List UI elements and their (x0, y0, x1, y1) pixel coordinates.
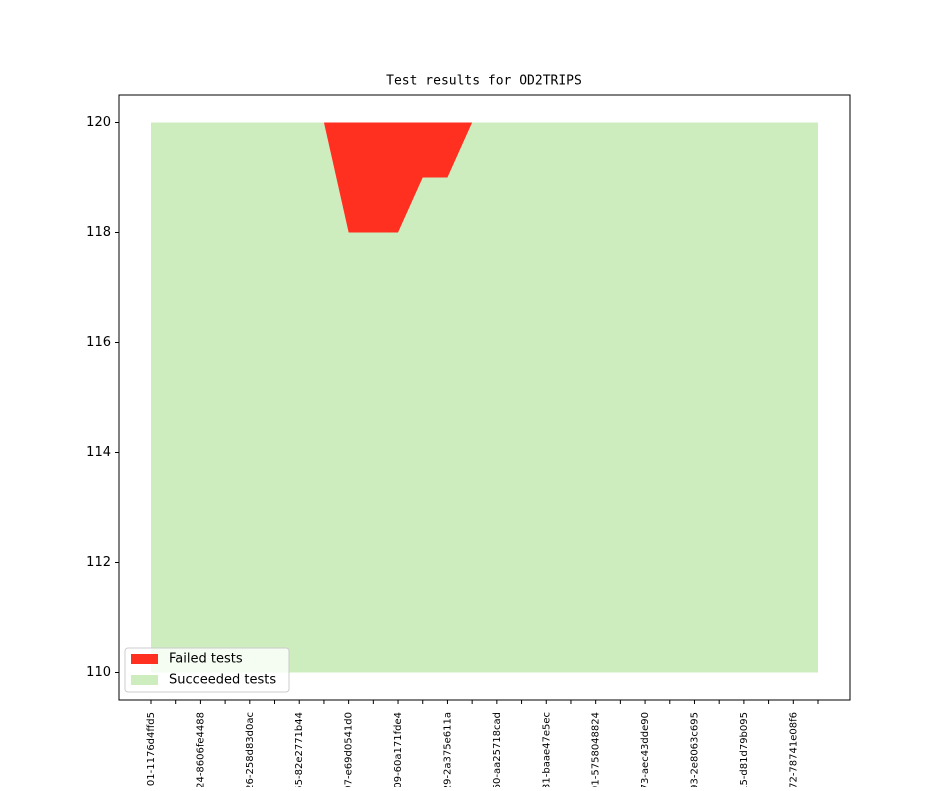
x-tick-label: 91-5758048824 (591, 712, 602, 787)
x-tick-label: 31-baae47e5ec (541, 712, 552, 787)
x-tick-label: 97-e69d0541d0 (344, 712, 355, 787)
y-tick-label: 116 (86, 335, 111, 350)
x-tick-label: 09-60a171fde4 (393, 712, 404, 787)
x-tick-label: 29-2a375e611a (442, 712, 453, 787)
y-tick-label: 110 (86, 665, 111, 680)
x-tick-label: 93-2e8063c695 (689, 712, 700, 787)
legend-box (124, 647, 290, 693)
x-tick-label: 60-aa25718cad (492, 712, 503, 787)
y-tick-label: 120 (86, 115, 111, 130)
x-tick-label: 501-1176d4ffd5 (146, 712, 157, 787)
y-tick-label: 112 (86, 555, 111, 570)
x-tick-label: 73-aec43dde90 (640, 712, 651, 787)
legend: Failed tests Succeeded tests (124, 647, 290, 693)
chart-title: Test results for OD2TRIPS (386, 74, 582, 89)
y-tick-label: 114 (86, 445, 111, 460)
legend-label: Succeeded tests (169, 673, 276, 688)
area (151, 122, 818, 673)
plot-frame (118, 94, 851, 701)
x-tick-label: 72-78741e08f6 (788, 712, 799, 787)
legend-swatch (131, 675, 158, 685)
x-tick-label: 26-258d83d0ac (245, 712, 256, 787)
legend-swatch (131, 654, 158, 664)
x-tick-label: 15-d81d79b095 (739, 712, 750, 787)
x-tick-label: 24-8606fe4488 (195, 712, 206, 787)
legend-label: Failed tests (169, 652, 243, 667)
y-tick-label: 118 (86, 225, 111, 240)
x-tick-label: 55-82e2771b44 (294, 712, 305, 787)
